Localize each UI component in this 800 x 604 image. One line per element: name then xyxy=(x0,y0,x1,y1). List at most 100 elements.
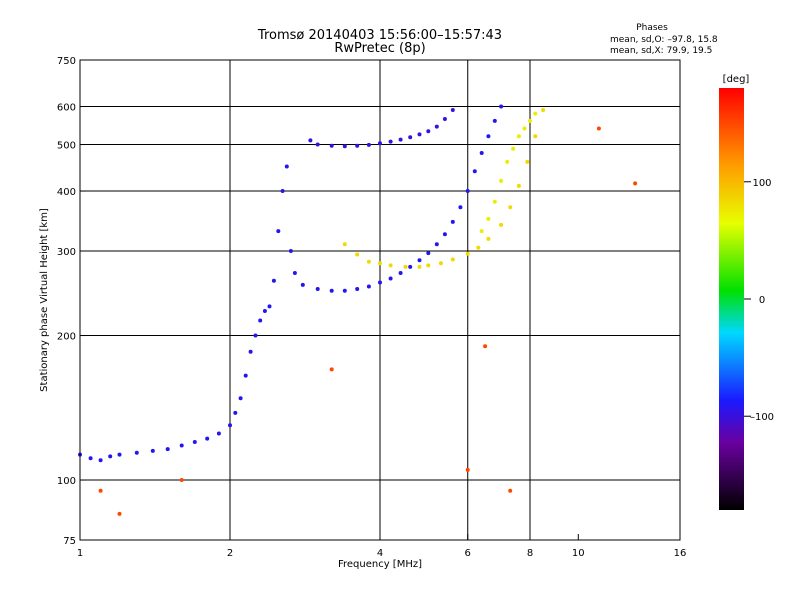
data-point xyxy=(633,181,638,186)
colorbar-tick-label: 0 xyxy=(759,295,765,306)
data-point xyxy=(117,452,122,457)
colorbar xyxy=(719,88,744,510)
colorbar-tick-label: –100 xyxy=(750,412,774,423)
data-point xyxy=(465,189,470,193)
y-axis-ticks: 75 100 200 300 400 500 600 750 xyxy=(57,56,86,547)
y-tick-label: 300 xyxy=(57,247,76,258)
data-point xyxy=(366,284,371,289)
data-point xyxy=(442,117,447,121)
data-point xyxy=(308,138,313,143)
data-point xyxy=(228,423,232,428)
data-point xyxy=(378,280,382,285)
x-tick-label: 6 xyxy=(465,548,471,559)
x-tick-label: 1 xyxy=(77,548,83,559)
data-point xyxy=(150,448,155,453)
data-point xyxy=(216,431,221,436)
y-axis-label: Stationary phase Virtual Height [km] xyxy=(39,208,50,392)
data-point xyxy=(366,259,371,264)
colorbar-ticks: 100 0 –100 xyxy=(744,178,774,423)
data-point xyxy=(508,488,513,493)
x-tick-label: 8 xyxy=(527,548,533,559)
data-point xyxy=(267,304,272,309)
data-point xyxy=(398,137,403,142)
data-point xyxy=(596,126,601,131)
data-point xyxy=(486,216,491,221)
data-point xyxy=(388,139,393,144)
data-point xyxy=(499,104,504,109)
stats-heading: Phases xyxy=(636,23,668,33)
data-point xyxy=(258,318,263,323)
data-point xyxy=(442,232,447,237)
data-points xyxy=(78,104,638,516)
data-point xyxy=(276,229,281,234)
data-point xyxy=(292,271,297,275)
data-point xyxy=(315,287,320,291)
y-tick-label: 400 xyxy=(57,187,76,198)
data-point xyxy=(499,222,504,227)
data-point xyxy=(541,108,546,112)
data-point xyxy=(465,467,470,472)
data-point xyxy=(465,251,470,256)
data-point xyxy=(388,263,393,268)
data-point xyxy=(472,169,477,174)
data-point xyxy=(300,282,305,287)
chart-title: Tromsø 20140403 15:56:00–15:57:43 xyxy=(257,28,502,43)
data-point xyxy=(88,456,93,461)
data-point xyxy=(483,344,488,349)
data-point xyxy=(366,142,371,147)
data-point xyxy=(233,410,238,415)
data-point xyxy=(492,118,497,123)
data-point xyxy=(408,135,413,140)
y-tick-label: 75 xyxy=(63,536,76,547)
data-point xyxy=(271,278,276,283)
chart-subtitle: RwPretec (8p) xyxy=(334,41,425,56)
data-point xyxy=(450,257,455,262)
data-point xyxy=(438,261,443,266)
data-point xyxy=(417,258,422,263)
data-point xyxy=(342,242,347,247)
data-point xyxy=(329,288,334,293)
data-point xyxy=(434,242,439,247)
data-point xyxy=(134,450,139,455)
data-point xyxy=(398,271,403,275)
data-point xyxy=(205,436,210,441)
y-tick-label: 200 xyxy=(57,332,76,343)
colorbar-tick-label: 100 xyxy=(752,178,771,189)
data-point xyxy=(458,205,463,210)
x-tick-label: 4 xyxy=(377,548,383,559)
data-point xyxy=(288,249,293,253)
data-point xyxy=(511,146,516,151)
y-tick-label: 100 xyxy=(57,476,76,487)
data-point xyxy=(476,245,481,250)
data-point xyxy=(434,124,439,129)
data-point xyxy=(508,205,513,210)
y-tick-label: 600 xyxy=(57,103,76,114)
stats-o-mode: mean, sd,O: –97.8, 15.8 xyxy=(610,35,718,45)
data-point xyxy=(479,229,484,234)
data-point xyxy=(450,219,455,224)
data-point xyxy=(505,159,510,164)
data-point xyxy=(284,164,289,169)
data-point xyxy=(528,118,532,123)
data-point xyxy=(98,458,103,463)
data-point xyxy=(516,183,521,188)
x-axis-label: Frequency [MHz] xyxy=(338,559,422,570)
data-point xyxy=(355,252,360,257)
data-point xyxy=(499,178,504,183)
x-tick-label: 16 xyxy=(674,548,687,559)
grid-lines xyxy=(80,60,680,540)
data-point xyxy=(533,111,538,116)
data-point xyxy=(342,288,347,293)
x-axis-ticks: 1 2 4 6 8 10 16 xyxy=(77,534,687,559)
data-point xyxy=(403,264,408,269)
data-point xyxy=(378,141,382,146)
data-point xyxy=(355,287,360,291)
data-point xyxy=(329,143,334,148)
data-point xyxy=(426,251,431,256)
data-point xyxy=(117,511,122,516)
colorbar-label: [deg] xyxy=(723,74,750,85)
data-point xyxy=(486,236,491,241)
data-point xyxy=(426,263,431,268)
data-point xyxy=(165,447,170,452)
